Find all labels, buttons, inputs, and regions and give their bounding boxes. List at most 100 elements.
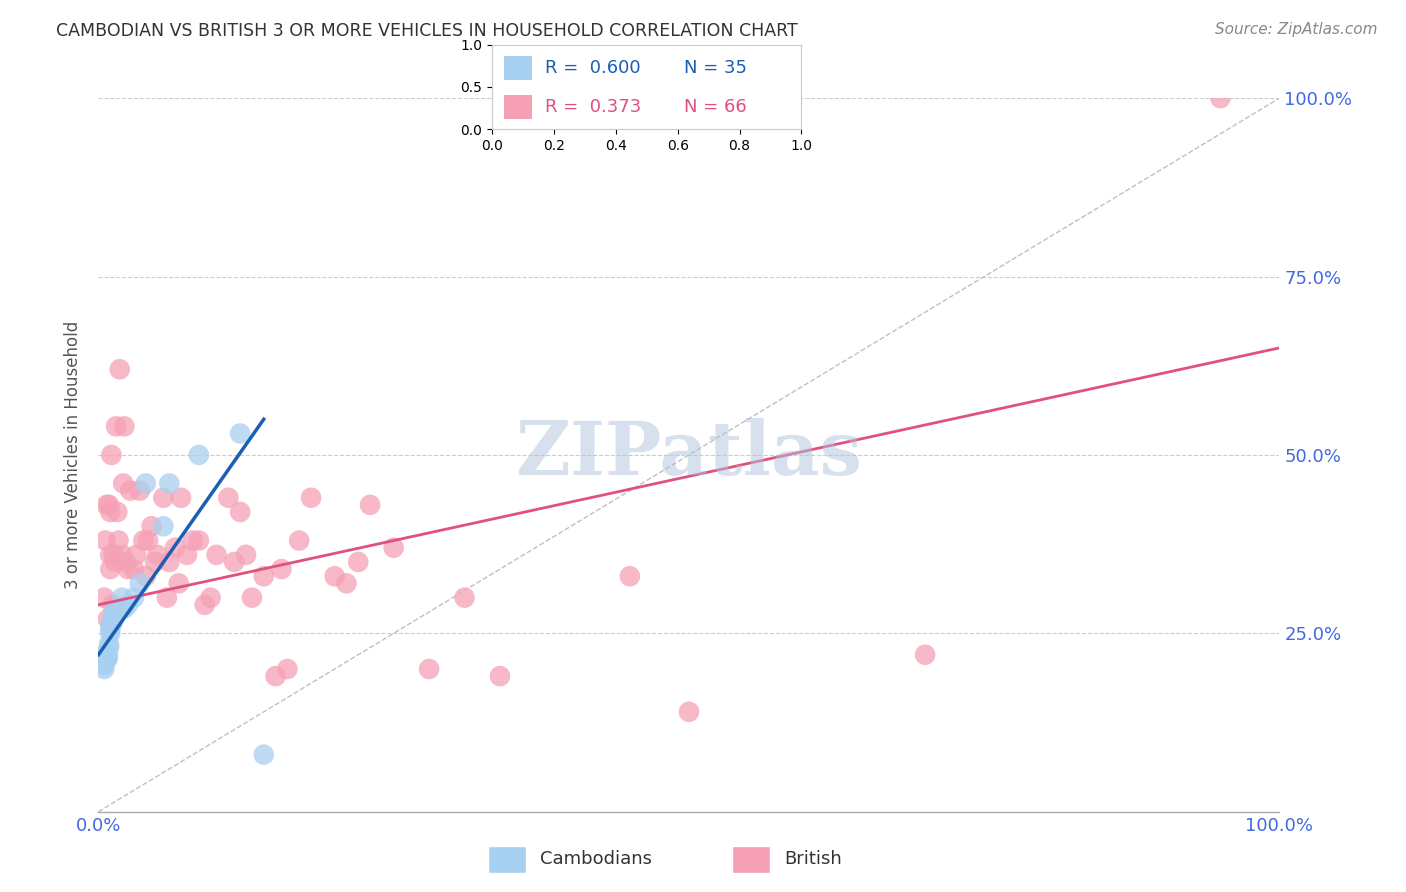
Point	[157, 476, 180, 491]
Point	[276, 662, 298, 676]
Point	[135, 569, 157, 583]
Point	[96, 498, 118, 512]
Point	[97, 651, 120, 665]
Point	[98, 619, 121, 633]
Point	[94, 651, 117, 665]
Point	[143, 555, 166, 569]
Point	[108, 362, 131, 376]
Point	[117, 562, 139, 576]
Point	[135, 476, 157, 491]
Point	[93, 651, 115, 665]
Point	[914, 648, 936, 662]
FancyBboxPatch shape	[505, 95, 533, 120]
Point	[288, 533, 311, 548]
Point	[187, 448, 209, 462]
Point	[157, 555, 180, 569]
Point	[94, 655, 117, 669]
Point	[101, 598, 124, 612]
Point	[93, 655, 115, 669]
Point	[94, 533, 117, 548]
Point	[136, 533, 159, 548]
Point	[111, 548, 134, 562]
Point	[98, 626, 121, 640]
Point	[97, 648, 120, 662]
Text: British: British	[785, 849, 842, 868]
Point	[98, 637, 121, 651]
Point	[619, 569, 641, 583]
Point	[152, 519, 174, 533]
Point	[98, 640, 121, 655]
Point	[112, 601, 135, 615]
Point	[205, 548, 228, 562]
Point	[453, 591, 475, 605]
Point	[122, 562, 145, 576]
Point	[93, 662, 115, 676]
Point	[165, 541, 187, 555]
Point	[98, 623, 121, 637]
Point	[98, 548, 121, 562]
Point	[112, 476, 135, 491]
Point	[112, 419, 135, 434]
Text: N = 35: N = 35	[683, 60, 747, 78]
Point	[98, 498, 121, 512]
Point	[96, 651, 118, 665]
Point	[100, 448, 122, 462]
Point	[96, 648, 118, 662]
Point	[105, 419, 128, 434]
Point	[489, 669, 512, 683]
FancyBboxPatch shape	[731, 847, 770, 873]
Point	[323, 569, 346, 583]
Point	[146, 548, 169, 562]
Point	[264, 669, 287, 683]
Point	[299, 491, 322, 505]
Point	[101, 615, 124, 630]
Point	[217, 491, 239, 505]
Text: Cambodians: Cambodians	[540, 849, 652, 868]
Text: R =  0.600: R = 0.600	[544, 60, 640, 78]
Point	[103, 548, 125, 562]
Point	[141, 519, 163, 533]
Point	[418, 662, 440, 676]
Text: Source: ZipAtlas.com: Source: ZipAtlas.com	[1215, 22, 1378, 37]
Point	[240, 591, 263, 605]
Point	[229, 426, 252, 441]
Point	[235, 548, 257, 562]
Point	[122, 591, 145, 605]
Point	[107, 533, 129, 548]
Point	[100, 615, 122, 630]
Point	[104, 555, 127, 569]
Point	[120, 483, 142, 498]
Point	[93, 591, 115, 605]
Point	[229, 505, 252, 519]
Point	[335, 576, 357, 591]
Point	[359, 498, 381, 512]
FancyBboxPatch shape	[505, 56, 533, 80]
Point	[224, 555, 246, 569]
Y-axis label: 3 or more Vehicles in Household: 3 or more Vehicles in Household	[65, 321, 83, 589]
Point	[128, 576, 150, 591]
Text: ZIPatlas: ZIPatlas	[516, 418, 862, 491]
Point	[101, 612, 124, 626]
Point	[125, 548, 148, 562]
Point	[200, 591, 222, 605]
Text: R =  0.373: R = 0.373	[544, 98, 641, 116]
Point	[104, 608, 127, 623]
Point	[93, 648, 115, 662]
Point	[111, 591, 134, 605]
Point	[253, 569, 276, 583]
Point	[167, 576, 190, 591]
Point	[105, 605, 128, 619]
Point	[132, 533, 155, 548]
Point	[93, 658, 115, 673]
Point	[382, 541, 405, 555]
Text: N = 66: N = 66	[683, 98, 747, 116]
Point	[114, 555, 136, 569]
Point	[97, 612, 120, 626]
Point	[170, 491, 193, 505]
Point	[181, 533, 204, 548]
Point	[105, 505, 128, 519]
Point	[98, 505, 121, 519]
Point	[103, 605, 125, 619]
Point	[678, 705, 700, 719]
Point	[98, 562, 121, 576]
